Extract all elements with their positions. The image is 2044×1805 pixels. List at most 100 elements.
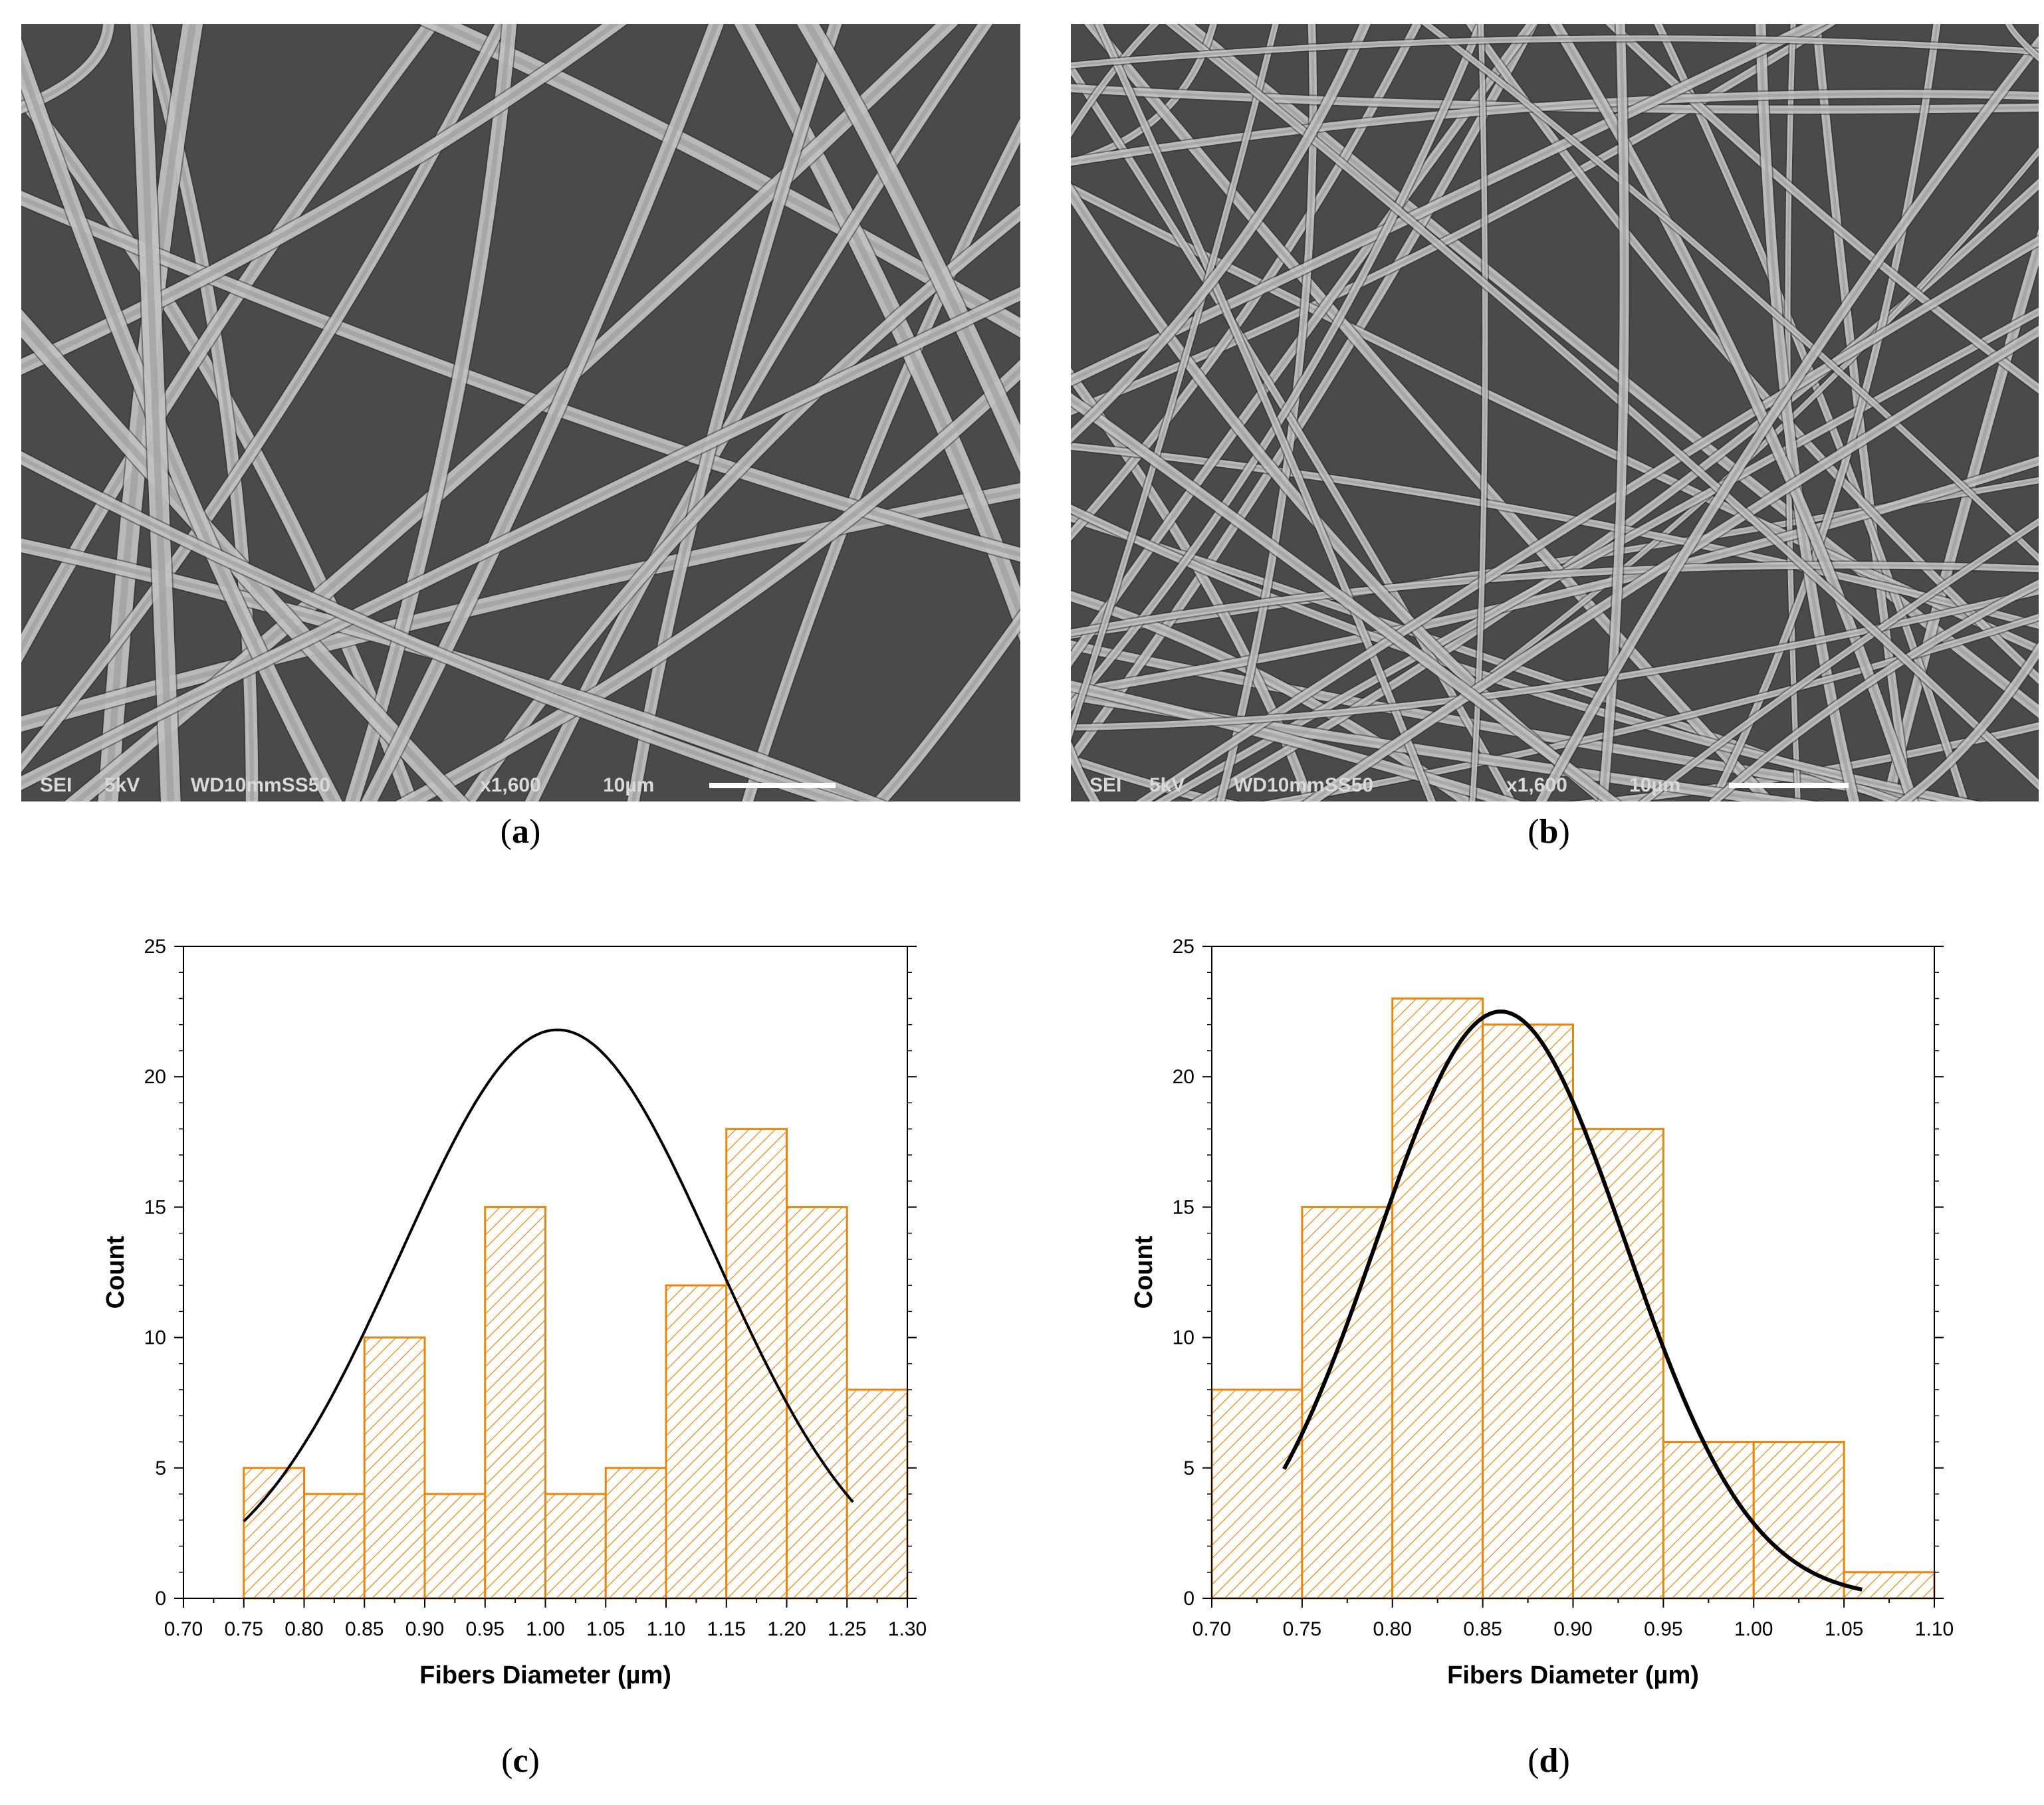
x-tick-label: 1.10 — [647, 1618, 685, 1640]
fiber-network-a — [21, 24, 1020, 801]
fiber-core — [1071, 758, 1226, 801]
y-tick-label: 15 — [144, 1196, 166, 1218]
gaussian-fit-curve — [243, 1028, 854, 1523]
scale-bar-b — [1729, 783, 1849, 788]
x-tick-label: 1.00 — [1734, 1618, 1773, 1640]
fiber-core — [1885, 240, 2039, 801]
x-tick-label: 0.70 — [1192, 1618, 1231, 1640]
fiber-core — [136, 24, 174, 801]
x-tick-label: 0.80 — [284, 1618, 323, 1640]
fiber — [742, 118, 1020, 801]
x-tick-label: 1.15 — [707, 1618, 746, 1640]
fiber-core — [1553, 24, 1915, 801]
sem-working-distance-b: WD10mmSS50 — [1234, 774, 1374, 796]
fiber-shadow — [21, 24, 54, 39]
histogram-bar — [846, 1388, 909, 1600]
fiber-core — [366, 24, 719, 801]
x-tick-label: 1.10 — [1915, 1618, 1954, 1640]
fiber-core — [1656, 24, 1966, 801]
panel-label-b: (b) — [1528, 813, 1570, 851]
histogram-bar — [1752, 1441, 1845, 1600]
fiber-core — [405, 366, 1020, 801]
fiber-core — [1071, 24, 1157, 134]
fiber-core — [1071, 445, 2039, 627]
fiber-network-b — [1071, 24, 2039, 801]
fiber-core — [1901, 647, 2039, 801]
fiber-core — [1169, 24, 2039, 787]
fiber-core — [529, 24, 988, 801]
histogram-bar — [363, 1336, 426, 1600]
histogram-bar — [1210, 1388, 1304, 1600]
histogram-bar — [1662, 1441, 1755, 1600]
fiber-core — [21, 291, 1020, 786]
fiber-core — [1071, 92, 2039, 163]
sem-info-bar-a: SEI 5kV WD10mmSS50 x1,600 10µm — [21, 770, 1020, 801]
panel-label-d: (d) — [1528, 1742, 1570, 1780]
fiber-core — [1609, 24, 2039, 391]
y-axis-label: Count — [102, 1235, 130, 1309]
fiber-core — [21, 24, 435, 653]
histogram-bar — [1391, 997, 1484, 1600]
histogram-bar — [484, 1206, 546, 1600]
x-tick-label: 0.75 — [1283, 1618, 1321, 1640]
fiber-core — [1097, 24, 1434, 801]
fiber-core — [1071, 748, 1097, 801]
x-tick-label: 1.05 — [1825, 1618, 1863, 1640]
fiber-core — [21, 455, 844, 801]
histogram-bar — [786, 1206, 848, 1600]
y-tick-label: 10 — [144, 1327, 166, 1349]
histogram-bar — [303, 1493, 366, 1600]
histogram-bar — [243, 1467, 305, 1600]
sem-voltage-a: 5kV — [104, 774, 140, 796]
x-tick-label: 1.20 — [767, 1618, 806, 1640]
fiber-core — [1539, 41, 2039, 801]
y-tick-label: 20 — [1173, 1066, 1194, 1088]
sem-voltage-b: 5kV — [1149, 774, 1185, 796]
y-tick-label: 15 — [1173, 1196, 1194, 1218]
sem-image-b: SEI 5kV WD10mmSS50 x1,600 10µm — [1071, 24, 2039, 801]
fiber-core — [1071, 24, 1535, 762]
fiber-core — [1071, 459, 2039, 694]
x-axis-label: Fibers Diameter (µm) — [1447, 1661, 1699, 1689]
x-tick-label: 0.90 — [1553, 1618, 1592, 1640]
x-tick-label: 1.25 — [828, 1618, 866, 1640]
x-tick-label: 0.95 — [1644, 1618, 1682, 1640]
fiber-core — [1308, 329, 2039, 801]
histogram-bar — [1482, 1023, 1574, 1600]
sem-image-a: SEI 5kV WD10mmSS50 x1,600 10µm — [21, 24, 1020, 801]
fiber-core — [804, 24, 1020, 458]
x-tick-label: 0.75 — [225, 1618, 263, 1640]
histogram-bar — [544, 1493, 607, 1600]
fiber-core — [1071, 24, 1482, 708]
x-tick-label: 0.90 — [405, 1618, 444, 1640]
fiber-core — [745, 126, 1020, 801]
fiber-core — [1424, 24, 2039, 560]
y-tick-label: 25 — [1173, 936, 1194, 958]
fiber-core — [1071, 37, 2039, 66]
x-tick-label: 1.30 — [888, 1618, 927, 1640]
x-tick-label: 0.95 — [466, 1618, 505, 1640]
histogram-bar — [423, 1493, 487, 1600]
sem-mode-b: SEI — [1089, 774, 1122, 796]
scale-bar-a — [709, 783, 836, 788]
panel-label-c: (c) — [501, 1742, 540, 1780]
histogram-c: 0.70 0.75 0.80 0.85 0.90 0.95 1.00 1.05 1.10 1.15… — [102, 936, 927, 1689]
fiber-core — [1601, 24, 1627, 801]
sem-scale-label-b: 10µm — [1629, 774, 1681, 796]
fiber-core — [1275, 615, 2039, 801]
sem-mode-a: SEI — [40, 774, 72, 796]
x-tick-label: 0.85 — [345, 1618, 384, 1640]
fiber-core — [1071, 24, 1277, 734]
y-tick-label: 20 — [144, 1066, 166, 1088]
gaussian-fit-curve — [1282, 1009, 1863, 1592]
fiber-core — [740, 24, 1020, 625]
fiber-core — [2007, 24, 2039, 59]
histogram-bar — [725, 1128, 788, 1600]
fiber-core — [465, 210, 1020, 801]
fiber — [21, 24, 54, 39]
x-axis-label: Fibers Diameter (µm) — [419, 1661, 671, 1689]
y-tick-label: 0 — [155, 1588, 166, 1610]
fiber-core — [1643, 520, 2039, 801]
histogram-bar — [665, 1284, 728, 1600]
y-tick-label: 10 — [1173, 1327, 1194, 1349]
